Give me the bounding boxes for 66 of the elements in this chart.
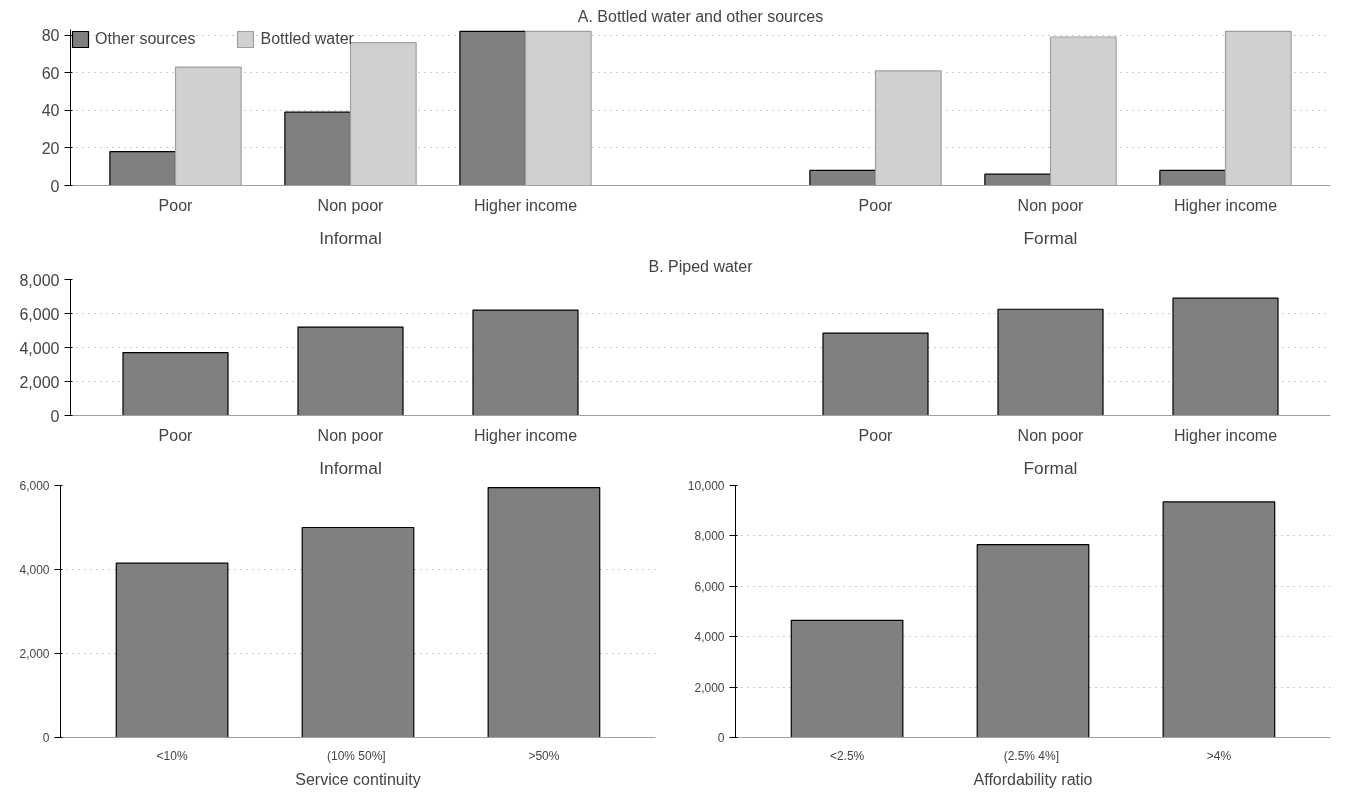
y-tick-label: 0 [717, 731, 725, 745]
y-tick-label: 0 [50, 407, 60, 425]
y-tick-label: 4,000 [19, 563, 50, 577]
y-tick-label: 8,000 [19, 271, 60, 289]
bar [1162, 501, 1276, 738]
bar [459, 30, 527, 186]
bar [115, 562, 229, 738]
x-tick-label: Non poor [317, 426, 385, 444]
bar [109, 151, 177, 186]
x-tick-label: Poor [158, 196, 194, 214]
y-tick-label: 80 [41, 27, 60, 45]
x-tick-label: Non poor [1017, 196, 1085, 214]
bar [1172, 297, 1279, 416]
bar [487, 487, 601, 738]
bar [122, 352, 229, 416]
chart-title: A. Bottled water and other sources [577, 7, 824, 25]
x-tick-label: >4% [1206, 748, 1232, 763]
x-tick-label: (2.5% 4%] [1003, 748, 1060, 763]
bar [301, 526, 415, 738]
bar [472, 309, 579, 416]
bar [1159, 169, 1227, 186]
x-tick-label: >50% [528, 748, 560, 763]
y-tick-label: 8,000 [694, 529, 725, 544]
x-axis-title: Service continuity [295, 770, 421, 788]
y-tick-label: 60 [41, 64, 60, 82]
x-tick-label: Poor [858, 426, 894, 444]
x-axis-title: Affordability ratio [973, 770, 1093, 788]
text: Informal [319, 457, 382, 478]
x-tick-label: <10% [156, 748, 188, 763]
y-tick-label: 4,000 [19, 339, 60, 357]
y-tick-label: 10,000 [687, 479, 725, 493]
bar [284, 111, 352, 186]
bar [297, 326, 404, 416]
x-tick-label: Higher income [1173, 426, 1278, 444]
y-tick-label: 6,000 [19, 479, 50, 493]
y-tick-label: 2,000 [19, 647, 50, 661]
y-tick-label: 6,000 [19, 305, 60, 323]
bar [822, 332, 929, 416]
text: Formal [1023, 227, 1078, 248]
x-tick-label: Non poor [1017, 426, 1085, 444]
text: Formal [1023, 457, 1078, 478]
bar [976, 544, 1090, 738]
y-tick-label: 2,000 [19, 373, 60, 391]
x-tick-label: <2.5% [829, 748, 865, 763]
bar [984, 173, 1052, 186]
text: Informal [319, 227, 382, 248]
y-tick-label: 0 [50, 177, 60, 195]
y-tick-label: 20 [41, 139, 60, 157]
legend-label: Bottled water [260, 30, 354, 48]
bar [997, 308, 1104, 416]
y-tick-label: 0 [42, 731, 50, 745]
x-tick-label: Higher income [1173, 196, 1278, 214]
x-tick-label: Higher income [473, 426, 578, 444]
x-tick-label: Poor [158, 426, 194, 444]
x-tick-label: Higher income [473, 196, 578, 214]
x-tick-label: (10% 50%] [326, 748, 386, 763]
chart-title: B. Piped water [648, 257, 754, 275]
x-tick-label: Non poor [317, 196, 385, 214]
bar [790, 619, 904, 738]
bar [809, 169, 877, 186]
y-tick-label: 40 [41, 102, 60, 120]
legend-label: Other sources [95, 30, 196, 48]
y-tick-label: 4,000 [694, 630, 725, 645]
y-tick-label: 2,000 [694, 680, 725, 695]
y-tick-label: 6,000 [694, 579, 725, 594]
x-tick-label: Poor [858, 196, 894, 214]
